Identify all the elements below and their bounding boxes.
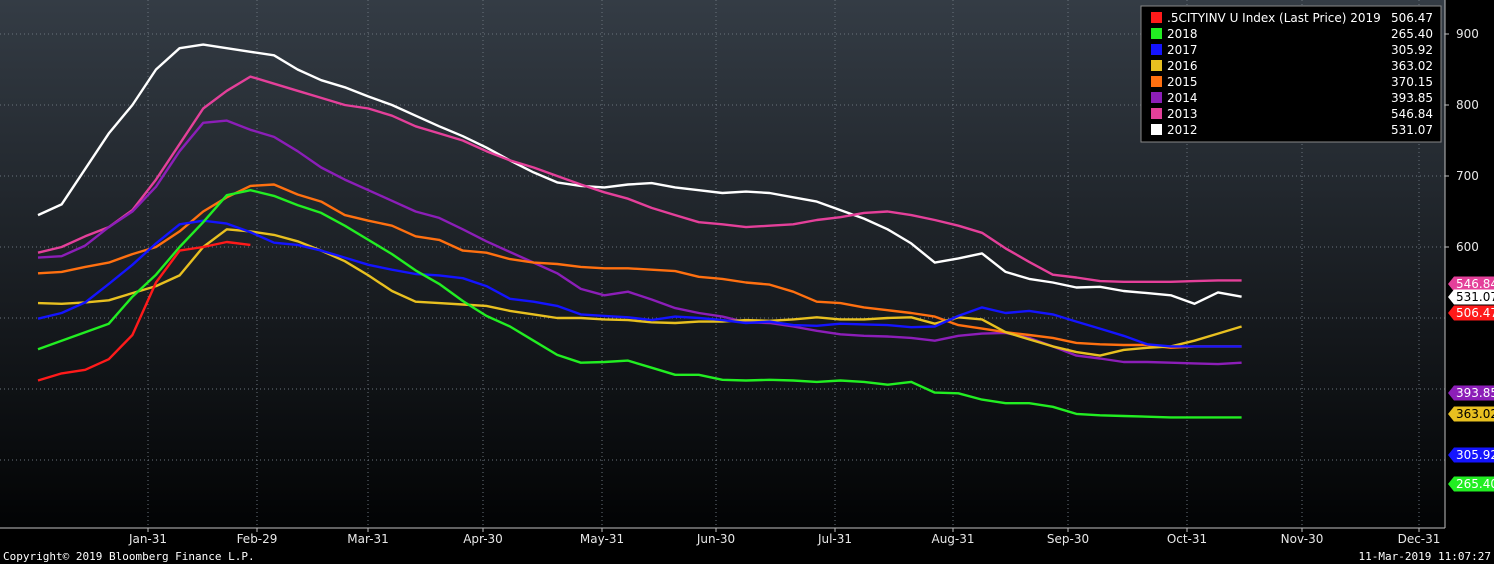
x-tick-label: May-31 [580, 532, 624, 546]
series-line-2018 [37, 188, 1242, 419]
axis-layer: Jan-31 Feb-29 Mar-31 Apr-30 May-31 Jun-30 Jul-… [0, 0, 1479, 546]
end-value-tag-bg [1448, 385, 1494, 401]
series-line-2012 [37, 43, 1242, 305]
end-value-tag: 506.47 [1456, 306, 1494, 320]
end-value-tag: 305.92 [1456, 448, 1494, 462]
end-value-tag: 363.02 [1456, 407, 1494, 421]
end-value-tag-bg [1448, 305, 1494, 321]
copyright-text: Copyright© 2019 Bloomberg Finance L.P. [3, 550, 255, 563]
end-value-tags: 506.47 265.40 305.92 363.02 393.85 546.84531.… [1448, 276, 1494, 492]
legend-series-value: 506.47 [1391, 11, 1433, 25]
legend-series-name: 2015 [1167, 75, 1198, 89]
x-tick-label: Jul-31 [817, 532, 852, 546]
y-tick-label: 900 [1456, 27, 1479, 41]
legend-series-value: 393.85 [1391, 91, 1433, 105]
legend-swatch [1151, 76, 1162, 87]
legend-series-name: 2017 [1167, 43, 1198, 57]
x-tick-label: Feb-29 [237, 532, 278, 546]
end-value-tag: 265.40 [1456, 477, 1494, 491]
y-tick-label: 800 [1456, 98, 1479, 112]
legend-swatch [1151, 92, 1162, 103]
x-tick-label: Sep-30 [1047, 532, 1089, 546]
legend-series-name: 2014 [1167, 91, 1198, 105]
legend-swatch [1151, 12, 1162, 23]
series-line-2016 [37, 228, 1242, 357]
x-tick-label: Apr-30 [463, 532, 503, 546]
x-tick-label: Mar-31 [347, 532, 388, 546]
x-tick-label: Jun-30 [696, 532, 735, 546]
legend-swatch [1151, 60, 1162, 71]
legend-series-value: 370.15 [1391, 75, 1433, 89]
end-value-tag-bg [1448, 289, 1494, 305]
end-value-tag: 531.07 [1456, 290, 1494, 304]
end-value-tag: 546.84 [1456, 277, 1494, 291]
legend-series-name: 2018 [1167, 27, 1198, 41]
legend-box [1140, 5, 1442, 143]
series-line-5cityinv-u-index-last-price-2019 [37, 240, 251, 382]
end-value-tag-bg [1448, 276, 1494, 292]
legend-series-value: 305.92 [1391, 43, 1433, 57]
series-line-2013 [37, 75, 1242, 283]
end-value-tag: 393.85 [1456, 386, 1494, 400]
y-tick-label: 700 [1456, 169, 1479, 183]
x-tick-label: Dec-31 [1398, 532, 1441, 546]
legend-swatch [1151, 108, 1162, 119]
legend-series-value: 363.02 [1391, 59, 1433, 73]
legend-swatch [1151, 44, 1162, 55]
x-tick-label: Oct-31 [1167, 532, 1207, 546]
legend-swatch [1151, 28, 1162, 39]
legend-series-name: .5CITYINV U Index (Last Price) 2019 [1167, 11, 1381, 25]
x-tick-label: Nov-30 [1281, 532, 1324, 546]
legend: .5CITYINV U Index (Last Price) 2019 506.4… [1140, 5, 1442, 143]
legend-series-name: 2016 [1167, 59, 1198, 73]
legend-series-value: 531.07 [1391, 123, 1433, 137]
series-layer [37, 43, 1242, 419]
end-value-tag-bg [1448, 447, 1494, 463]
timestamp-text: 11-Mar-2019 11:07:27 [1359, 550, 1491, 563]
series-line-2017 [37, 219, 1242, 348]
legend-swatch [1151, 124, 1162, 135]
legend-series-name: 2013 [1167, 107, 1198, 121]
end-value-tag-bg [1448, 476, 1494, 492]
legend-series-value: 265.40 [1391, 27, 1433, 41]
y-tick-label: 600 [1456, 240, 1479, 254]
end-value-tag-bg [1448, 406, 1494, 422]
legend-series-value: 546.84 [1391, 107, 1433, 121]
x-tick-label: Aug-31 [931, 532, 974, 546]
x-tick-label: Jan-31 [128, 532, 167, 546]
legend-series-name: 2012 [1167, 123, 1198, 137]
